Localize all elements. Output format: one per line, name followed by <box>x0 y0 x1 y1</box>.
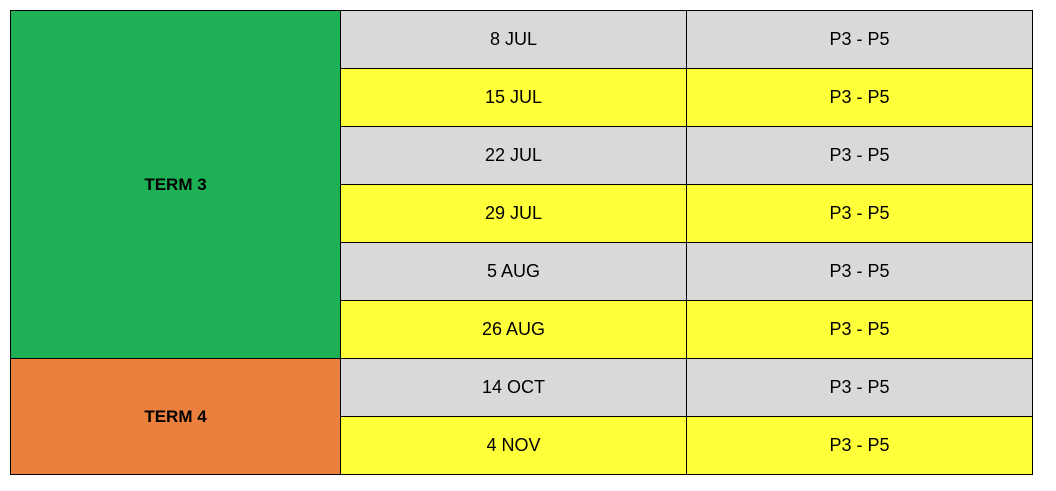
table-row: TERM 3 8 JUL P3 - P5 <box>10 10 1033 359</box>
schedule-wrapper: TERM 3 8 JUL P3 - P5 15 JUL P3 - P5 22 J… <box>10 10 1033 475</box>
date-cell: 22 JUL <box>340 126 687 185</box>
date-cell: 14 OCT <box>340 358 687 417</box>
level-cell: P3 - P5 <box>686 184 1033 243</box>
schedule-body: TERM 3 8 JUL P3 - P5 15 JUL P3 - P5 22 J… <box>10 10 1033 475</box>
table-row: 15 JUL P3 - P5 <box>11 68 1033 127</box>
table-row: 29 JUL P3 - P5 <box>11 184 1033 243</box>
date-cell: 15 JUL <box>340 68 687 127</box>
term-cell: TERM 4 <box>10 358 341 475</box>
date-cell: 5 AUG <box>340 242 687 301</box>
level-cell: P3 - P5 <box>686 300 1033 359</box>
date-cell: 8 JUL <box>340 10 687 69</box>
date-cell: 4 NOV <box>340 416 687 475</box>
level-cell: P3 - P5 <box>686 242 1033 301</box>
level-cell: P3 - P5 <box>686 416 1033 475</box>
schedule-table: TERM 3 8 JUL P3 - P5 15 JUL P3 - P5 22 J… <box>10 10 1033 475</box>
date-cell: 26 AUG <box>340 300 687 359</box>
table-row: 4 NOV P3 - P5 <box>11 416 1033 475</box>
date-cell: 29 JUL <box>340 184 687 243</box>
table-row: 5 AUG P3 - P5 <box>11 242 1033 301</box>
level-cell: P3 - P5 <box>686 358 1033 417</box>
table-row: 22 JUL P3 - P5 <box>11 126 1033 185</box>
table-row: TERM 4 14 OCT P3 - P5 <box>10 358 1033 475</box>
table-row: 26 AUG P3 - P5 <box>11 300 1033 359</box>
level-cell: P3 - P5 <box>686 68 1033 127</box>
level-cell: P3 - P5 <box>686 126 1033 185</box>
term-cell: TERM 3 <box>10 10 341 359</box>
level-cell: P3 - P5 <box>686 10 1033 69</box>
